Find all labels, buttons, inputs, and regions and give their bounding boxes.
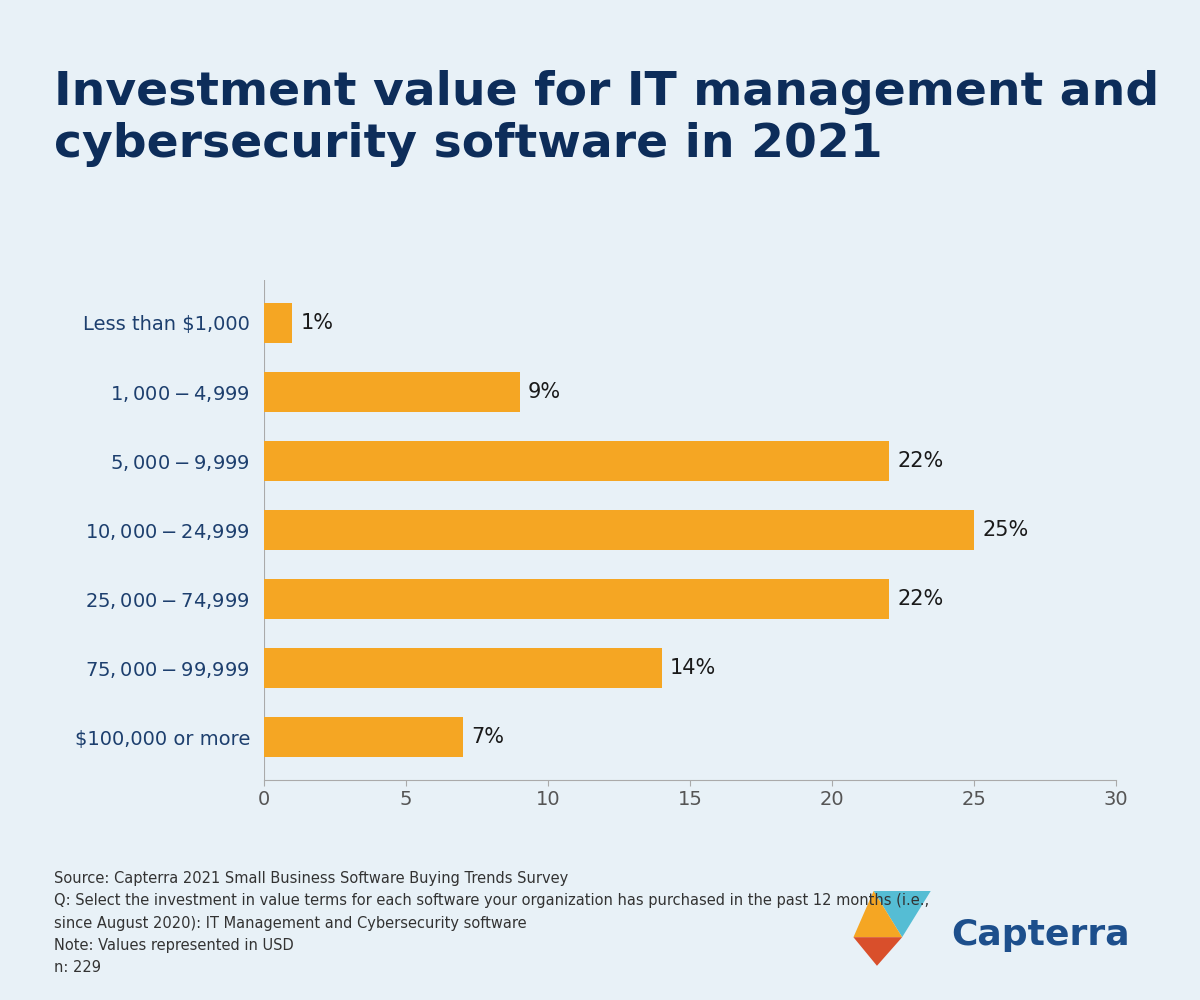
Text: 22%: 22% bbox=[898, 589, 943, 609]
Text: 9%: 9% bbox=[528, 382, 562, 402]
Bar bbox=[264, 441, 889, 481]
Bar bbox=[264, 510, 974, 550]
Text: Investment value for IT management and
cybersecurity software in 2021: Investment value for IT management and c… bbox=[54, 70, 1159, 167]
Text: 22%: 22% bbox=[898, 451, 943, 471]
Bar bbox=[264, 303, 293, 343]
Text: 7%: 7% bbox=[472, 727, 504, 747]
Polygon shape bbox=[874, 891, 931, 937]
Text: 25%: 25% bbox=[983, 520, 1028, 540]
Bar bbox=[264, 372, 520, 412]
Text: Source: Capterra 2021 Small Business Software Buying Trends Survey
Q: Select the: Source: Capterra 2021 Small Business Sof… bbox=[54, 871, 929, 975]
Text: 1%: 1% bbox=[301, 313, 334, 333]
Polygon shape bbox=[853, 891, 902, 937]
Bar bbox=[264, 579, 889, 619]
Text: 14%: 14% bbox=[670, 658, 716, 678]
Polygon shape bbox=[853, 937, 902, 966]
Bar bbox=[264, 648, 661, 688]
Bar bbox=[264, 717, 463, 757]
Text: Capterra: Capterra bbox=[950, 918, 1129, 952]
